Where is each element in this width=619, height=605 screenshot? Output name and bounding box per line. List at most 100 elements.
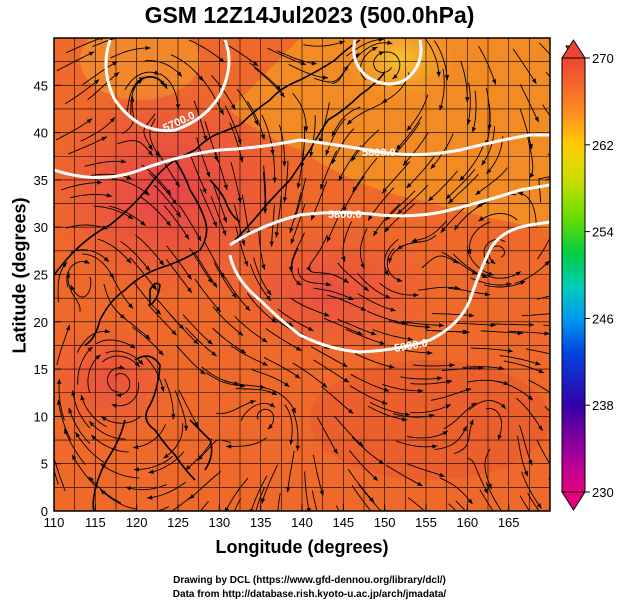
streamline-arrowhead: [197, 455, 203, 461]
streamline-arrowhead: [554, 471, 561, 478]
streamline-arrowhead: [222, 217, 228, 223]
streamline: [519, 108, 533, 150]
streamline: [100, 463, 140, 479]
streamline-arrowhead: [436, 71, 441, 77]
streamline: [400, 376, 443, 380]
streamline-arrowhead: [339, 40, 345, 45]
streamline-arrowhead: [155, 309, 161, 315]
streamline-arrowhead: [126, 175, 132, 180]
streamline-arrowhead: [527, 395, 533, 401]
streamline-arrowhead: [552, 174, 558, 179]
streamline: [432, 313, 475, 317]
streamline-arrowhead: [125, 486, 132, 491]
streamline-arrowhead: [109, 117, 115, 123]
streamline: [54, 456, 66, 491]
streamline-arrowhead: [252, 61, 259, 66]
streamline-arrowhead: [370, 331, 377, 336]
streamline: [223, 379, 266, 389]
streamline-arrowhead: [379, 340, 385, 345]
streamline: [117, 140, 154, 157]
streamline-arrowhead: [389, 364, 395, 369]
streamline-arrowhead: [279, 91, 285, 98]
streamline: [234, 315, 268, 343]
streamline-arrowhead: [432, 444, 438, 449]
streamline: [230, 161, 242, 204]
streamline-arrowhead: [351, 156, 356, 162]
streamline-arrowhead: [523, 470, 528, 477]
streamline: [256, 408, 275, 430]
cold-core-north: [345, 38, 455, 100]
streamline-arrowhead: [88, 51, 95, 56]
streamline-arrowhead: [535, 361, 541, 366]
streamline: [277, 50, 317, 65]
streamline: [453, 419, 474, 455]
streamline-arrowhead: [111, 403, 118, 409]
streamline: [99, 489, 137, 510]
streamline-arrowhead: [56, 378, 62, 385]
contour-labels: 5700.0 5800.0 5800.0 5900.0: [161, 110, 428, 355]
streamline-arrowhead: [404, 412, 410, 417]
streamline-arrowhead: [243, 260, 249, 267]
streamline-arrowhead: [343, 65, 349, 71]
streamline-arrowhead: [120, 313, 126, 319]
streamline: [84, 160, 127, 167]
streamline-arrowhead: [234, 381, 240, 386]
streamline-arrowhead: [249, 508, 254, 511]
streamline-arrowhead: [348, 408, 354, 414]
streamline-arrowhead: [282, 161, 287, 167]
streamline: [291, 298, 330, 317]
streamline-arrowhead: [282, 197, 288, 203]
streamline-arrowhead: [429, 413, 435, 419]
streamline: [199, 188, 218, 228]
plot-area: [54, 38, 561, 532]
streamline: [386, 248, 403, 282]
streamline-arrowhead: [291, 407, 296, 414]
x-tick-label: 155: [415, 515, 437, 530]
streamline-arrowhead: [413, 292, 419, 298]
streamline: [129, 257, 158, 291]
streamline-arrowhead: [186, 287, 192, 293]
streamline: [484, 280, 526, 288]
streamline: [337, 262, 370, 292]
streamline-arrowhead: [213, 155, 219, 162]
streamline-arrowhead: [448, 198, 454, 204]
streamline: [496, 380, 534, 401]
streamline-arrowhead: [440, 227, 446, 233]
streamline-arrowhead: [519, 281, 526, 286]
streamline-arrowhead: [133, 444, 139, 450]
streamline: [120, 240, 151, 272]
streamline-arrowhead: [163, 453, 169, 459]
streamline-arrowhead: [320, 526, 326, 532]
streamline: [499, 355, 541, 366]
streamline: [57, 261, 68, 303]
streamline-arrowhead: [138, 77, 145, 82]
streamline-arrowhead: [261, 498, 266, 504]
streamline: [351, 436, 385, 465]
streamline-arrowhead: [231, 292, 237, 299]
streamline-arrowhead: [442, 431, 448, 436]
streamline-arrowhead: [446, 379, 453, 384]
streamline: [132, 326, 164, 356]
streamline: [479, 489, 494, 511]
streamline: [55, 118, 93, 141]
streamline: [312, 454, 324, 496]
streamline: [521, 471, 542, 509]
streamline: [481, 126, 495, 166]
streamline-arrowhead: [193, 339, 199, 345]
streamline: [460, 60, 468, 103]
streamline: [519, 84, 540, 123]
streamline-arrowhead: [506, 282, 512, 287]
y-tick-label: 25: [34, 268, 48, 283]
streamline-arrowhead: [160, 386, 165, 392]
streamline-arrowhead: [206, 171, 211, 178]
streamline-arrowhead: [327, 236, 332, 243]
streamline-arrowhead: [137, 79, 143, 84]
streamline: [249, 62, 282, 92]
streamline: [309, 115, 316, 158]
streamline-arrowhead: [222, 230, 227, 236]
streamline-arrowhead: [487, 483, 492, 489]
streamline-arrowhead: [154, 70, 160, 75]
streamline-arrowhead: [439, 104, 444, 111]
streamline-arrowhead: [126, 258, 132, 264]
streamline: [216, 400, 256, 415]
